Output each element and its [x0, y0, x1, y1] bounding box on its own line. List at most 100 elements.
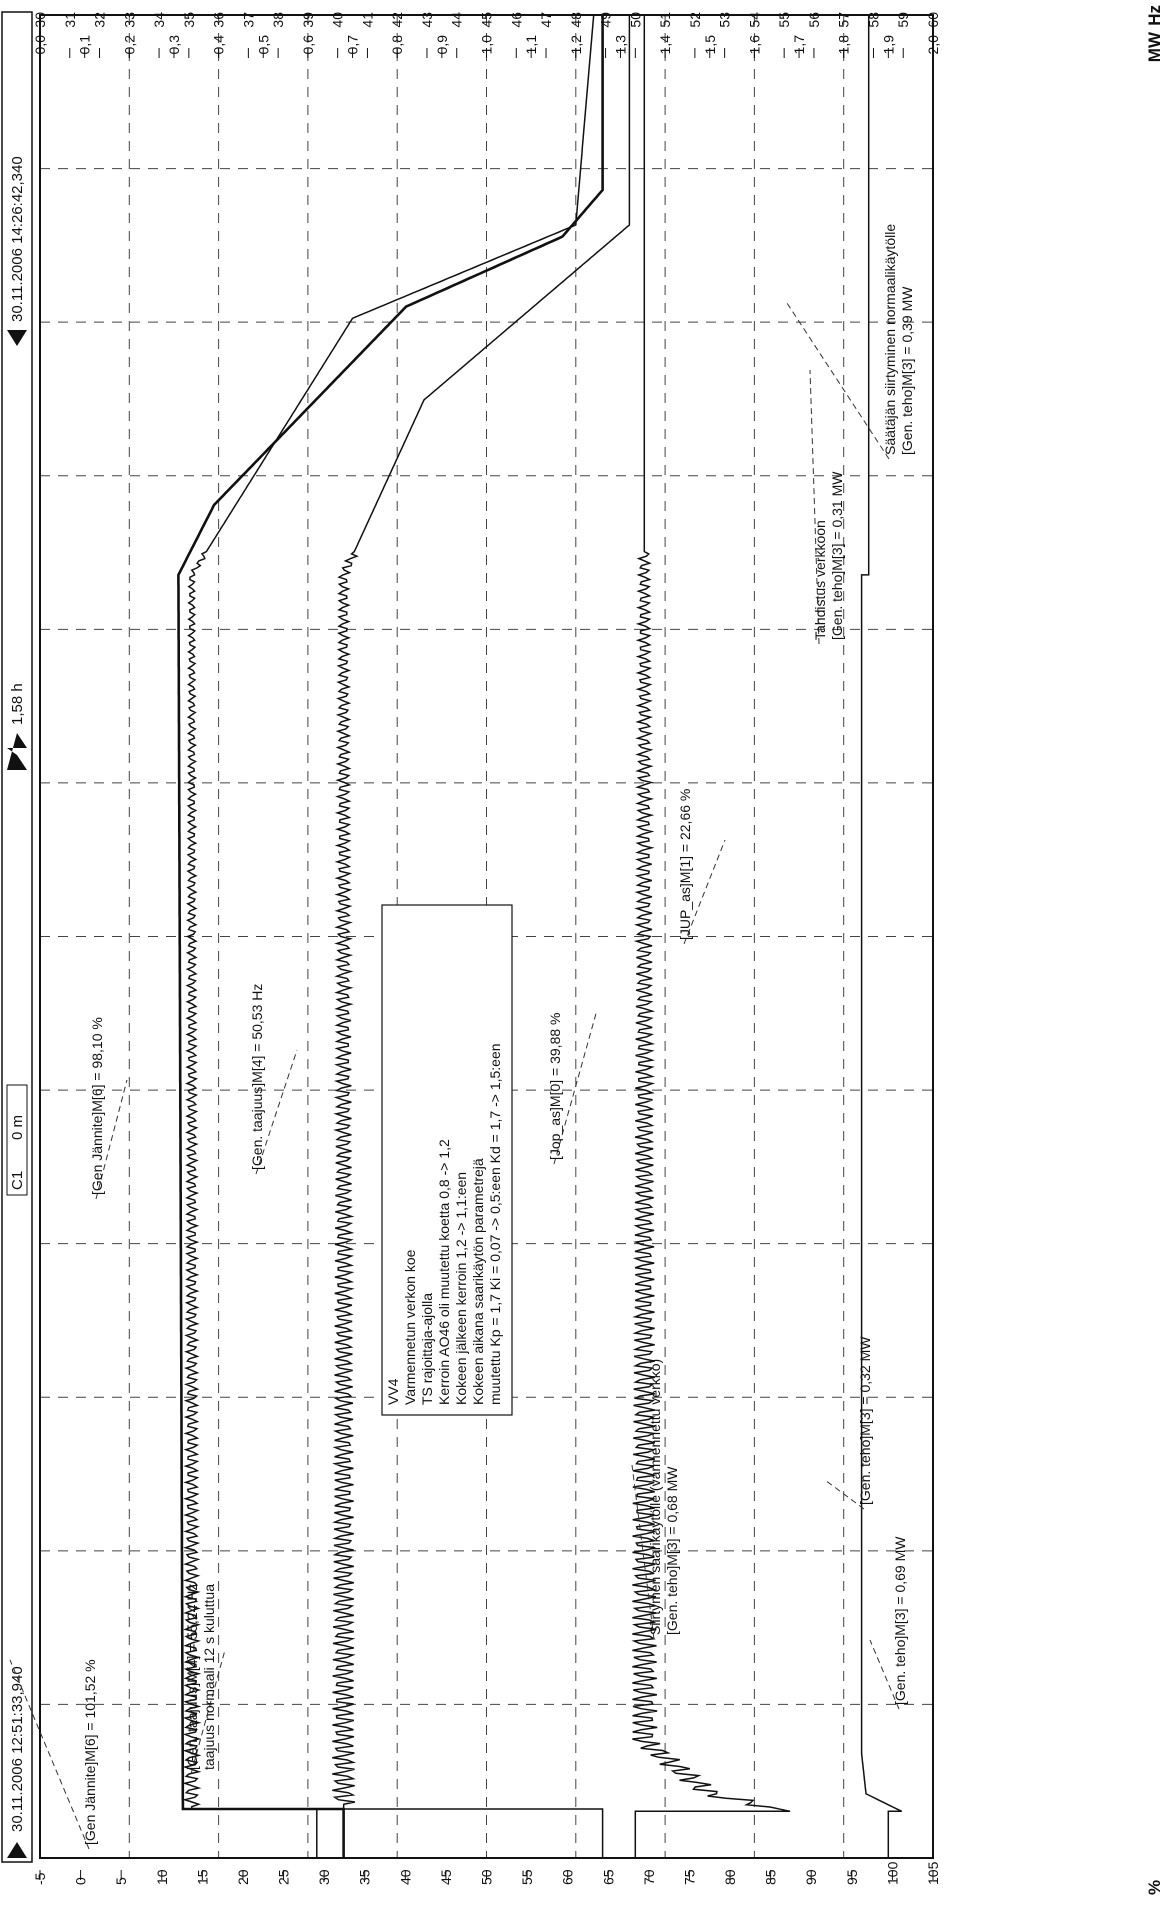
info-box-line: VV4 — [385, 1378, 401, 1405]
percent-axis-tick-label: 25 — [276, 1869, 292, 1885]
mw-axis-tick-label: 1,5 — [702, 35, 718, 55]
annotation-leader — [190, 1649, 226, 1775]
hz-axis-tick-label: 50 — [627, 12, 643, 28]
annotation-text: Tahdistus verkkoon — [812, 520, 828, 640]
percent-axis-tick-label: 55 — [519, 1869, 535, 1885]
mw-unit: MW — [1145, 31, 1164, 62]
percent-axis-tick-label: 60 — [560, 1869, 576, 1885]
mw-axis-tick-label: 1,3 — [612, 35, 628, 55]
percent-axis-tick-label: 105 — [925, 1861, 941, 1885]
annotation-text: [Gen. teho]M[3] = 0,32 MW — [857, 1336, 873, 1505]
mw-axis-tick-label: 1,4 — [657, 35, 673, 55]
percent-axis-tick-label: 75 — [681, 1869, 697, 1885]
annotation-layer: [Gen Jännite]M[6] = 101,52 % [Gen Jännite… — [9, 224, 915, 1850]
mw-axis-tick-label: 0,8 — [389, 35, 405, 55]
hz-axis-tick-label: 53 — [717, 12, 733, 28]
mw-axis-tick-label: 0,6 — [300, 35, 316, 55]
mw-axis-tick-label: 1,8 — [836, 35, 852, 55]
percent-axis-tick-label: 15 — [194, 1869, 210, 1885]
annotation-leader — [784, 299, 890, 460]
hz-axis-tick-label: 35 — [181, 12, 197, 28]
end-time: 30.11.2006 14:26:42,340 — [9, 156, 26, 322]
arrow-both-icon[interactable] — [7, 733, 27, 770]
hz-axis-tick-label: 36 — [211, 12, 227, 28]
percent-axis-tick-label: 45 — [438, 1869, 454, 1885]
mw-axis-tick-label: 0,7 — [345, 35, 361, 55]
info-box-line: Varmennetun verkon koe — [402, 1249, 418, 1405]
annotation-text: [Gen. taajuus]M[4] = 55,24 Hz — [184, 1584, 200, 1770]
mw-axis-tick-label: 2,0 — [925, 35, 941, 55]
cursor-value: 0 m — [9, 1115, 26, 1140]
cursor-box — [6, 1084, 28, 1196]
axis-mw: 2,0 1,9 1,8 1,7 1,6 1,5 1,4 1,3 1,2 1,1 1,0 0,9 0,8 0… — [32, 35, 941, 58]
info-box-line: Kokeen aikana saarikäytön parametrejä — [470, 1158, 486, 1405]
percent-axis-tick-label: 20 — [235, 1869, 251, 1885]
series-line-1 — [631, 15, 791, 1858]
annotation-text: [Gen. teho]M[3] = 0,68 MW — [664, 1466, 680, 1635]
mw-axis-tick-label: 1,1 — [523, 35, 539, 55]
annotation-leader — [869, 1639, 900, 1710]
annotation-leader — [683, 839, 726, 945]
annotation-text: [Gen. taajuus]M[4] = 50,53 Hz — [249, 984, 265, 1170]
mw-axis-tick-label: 0,9 — [434, 35, 450, 55]
percent-axis-tick-label: 40 — [397, 1869, 413, 1885]
hz-axis-tick-label: 60 — [925, 12, 941, 28]
hz-axis-tick-label: 33 — [121, 12, 137, 28]
info-box — [381, 904, 513, 1416]
mw-axis-tick-label: 0,5 — [255, 35, 271, 55]
arrow-left-icon[interactable] — [7, 1842, 27, 1858]
hz-axis-tick-label: 46 — [508, 12, 524, 28]
info-box-line: Kokeen jälkeen kerroin 1,2 -> 1,1:een — [453, 1172, 469, 1405]
mw-axis-tick-label: 0,4 — [211, 35, 227, 55]
info-box-line: muutettu Kp = 1,7 Ki = 0,07 -> 0,5:een K… — [487, 1043, 503, 1405]
series-line-4 — [177, 15, 604, 1858]
hz-axis-tick-label: 34 — [151, 12, 167, 28]
hz-axis-tick-label: 31 — [62, 12, 78, 28]
hz-axis-tick-label: 30 — [32, 12, 48, 28]
hz-unit: Hz — [1145, 5, 1164, 26]
percent-unit: % — [1145, 1880, 1164, 1895]
hz-axis-tick-label: 59 — [895, 12, 911, 28]
hz-axis-tick-label: 56 — [806, 12, 822, 28]
hz-axis-tick-label: 42 — [389, 12, 405, 28]
annotation-leader — [255, 1049, 298, 1175]
mw-axis-tick-label: 1,0 — [479, 35, 495, 55]
hz-axis-tick-label: 40 — [330, 12, 346, 28]
mw-axis-tick-label: 1,9 — [880, 35, 896, 55]
percent-axis-tick-label: 30 — [316, 1869, 332, 1885]
mw-axis-tick-label: 1,2 — [568, 35, 584, 55]
toolbar: 30.11.2006 12:51:33,940 C1 0 m 1,58 h 30… — [1, 11, 33, 1863]
percent-axis-tick-label: 50 — [479, 1869, 495, 1885]
cursor-label: C1 — [9, 1171, 26, 1190]
percent-axis-tick-label: 65 — [600, 1869, 616, 1885]
start-time-control[interactable]: 30.11.2006 12:51:33,940 — [7, 1666, 27, 1858]
hz-axis-tick-label: 44 — [449, 12, 465, 28]
hz-axis-tick-label: 48 — [568, 12, 584, 28]
annotation-text: taajuus normaali 12 s kuluttua — [201, 1584, 217, 1770]
axis-hz: 60 59 58 57 56 55 54 53 52 51 50 49 48 47 46 45 44 43 42 41… — [32, 12, 941, 58]
percent-axis-tick-label: 85 — [763, 1869, 779, 1885]
mw-axis-tick-label: 0,2 — [121, 35, 137, 55]
hz-axis-tick-label: 54 — [746, 12, 762, 28]
hz-axis-tick-label: 55 — [776, 12, 792, 28]
hz-axis-tick-label: 43 — [419, 12, 435, 28]
series-line-0 — [860, 15, 903, 1858]
hz-axis-tick-label: 47 — [538, 12, 554, 28]
percent-axis-tick-label: 10 — [154, 1869, 170, 1885]
start-time: 30.11.2006 12:51:33,940 — [9, 1666, 26, 1832]
series-layer — [177, 14, 903, 1858]
annotation-leader — [824, 1479, 865, 1510]
cursor-control[interactable]: C1 0 m — [6, 1084, 28, 1196]
annotation-leader — [809, 369, 820, 645]
end-time-control[interactable]: 30.11.2006 14:26:42,340 — [7, 156, 27, 346]
hz-axis-tick-label: 41 — [359, 12, 375, 28]
hz-axis-tick-label: 32 — [92, 12, 108, 28]
span-control[interactable]: 1,58 h — [7, 683, 27, 770]
series-line-2 — [332, 15, 631, 1858]
axis-percent: 1051009590858075706560555045403530252015… — [32, 1861, 941, 1885]
percent-axis-tick-label: 95 — [844, 1869, 860, 1885]
annotation-text: Säätäjän siirtyminen normaalikäytölle — [882, 224, 898, 455]
arrow-right-icon[interactable] — [7, 330, 27, 346]
annotation-text: [Gen Jännite]M[6] = 98,10 % — [89, 1017, 105, 1195]
